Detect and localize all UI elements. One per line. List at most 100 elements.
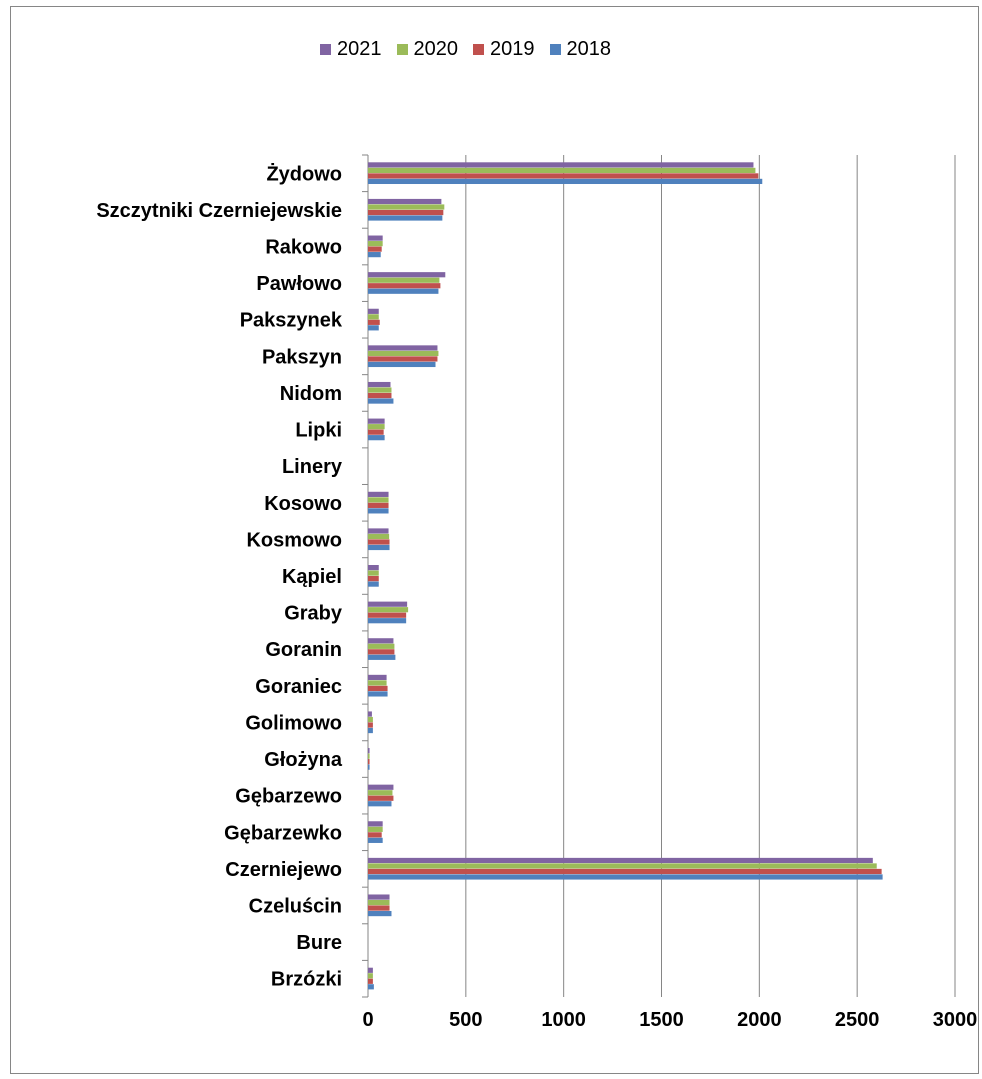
legend-swatch xyxy=(396,43,408,55)
bar-2021 xyxy=(368,967,373,973)
bar-2019 xyxy=(368,539,390,545)
bar-2019 xyxy=(368,173,759,179)
bar-2021 xyxy=(368,711,372,717)
category-label: Kosowo xyxy=(264,493,342,515)
category-label: Graby xyxy=(284,603,343,625)
bar-2020 xyxy=(368,167,756,174)
bar-2021 xyxy=(368,235,383,241)
bar-2021 xyxy=(368,565,379,571)
category-label: Pawłowo xyxy=(256,273,342,295)
legend-swatch xyxy=(320,43,331,55)
category-label: Bure xyxy=(296,932,342,954)
bar-2018 xyxy=(368,581,379,587)
category-label: Linery xyxy=(282,456,343,478)
bar-2020 xyxy=(368,826,383,832)
category-label: Pakszynek xyxy=(240,310,343,332)
bar-2018 xyxy=(368,361,436,368)
legend-swatch xyxy=(473,43,484,55)
legend-swatch xyxy=(549,43,561,55)
bar-2021 xyxy=(368,638,394,644)
bar-2018 xyxy=(368,874,883,880)
bar-2018 xyxy=(368,288,439,294)
legend-item: 2021 xyxy=(320,38,382,61)
legend-item: 2020 xyxy=(396,37,459,61)
bar-2018 xyxy=(368,618,407,624)
bar-2019 xyxy=(368,722,373,728)
bar-2018 xyxy=(368,215,443,221)
legend-label: 2018 xyxy=(566,37,612,60)
bar-2019 xyxy=(368,795,394,801)
bar-2021 xyxy=(368,418,385,424)
bar-2020 xyxy=(368,863,877,869)
category-label: Nidom xyxy=(280,383,342,405)
bar-2021 xyxy=(368,308,379,314)
bar-2018 xyxy=(368,508,389,514)
category-label: Głożyna xyxy=(264,749,343,771)
bar-2019 xyxy=(368,576,379,582)
bar-2019 xyxy=(368,868,882,875)
category-label: Lipki xyxy=(295,420,342,442)
category-label: Kąpiel xyxy=(282,566,342,588)
bar-2019 xyxy=(368,759,370,765)
category-label: Goraniec xyxy=(255,676,342,698)
bar-2021 xyxy=(368,857,873,864)
chart-frame xyxy=(10,6,979,1074)
bar-2021 xyxy=(368,345,438,351)
category-label: Czeluścin xyxy=(249,895,342,917)
x-tick-label: 1500 xyxy=(639,1009,684,1031)
bar-2020 xyxy=(368,387,392,393)
category-label: Kosmowo xyxy=(246,529,342,551)
bar-2019 xyxy=(368,502,389,508)
bar-2018 xyxy=(368,252,381,258)
bar-2021 xyxy=(368,528,389,534)
bar-2018 xyxy=(368,801,392,807)
bar-2018 xyxy=(368,544,390,551)
bar-2018 xyxy=(368,727,373,734)
bar-2019 xyxy=(368,612,407,618)
bar-2019 xyxy=(368,649,395,655)
bar-2019 xyxy=(368,356,438,362)
legend-label: 2020 xyxy=(413,37,459,60)
category-label: Golimowo xyxy=(245,712,342,734)
bar-2021 xyxy=(368,784,394,790)
bar-2019 xyxy=(368,905,390,911)
bar-2021 xyxy=(368,162,754,168)
bar-2021 xyxy=(368,491,389,497)
bar-2019 xyxy=(368,832,382,838)
bar-2018 xyxy=(368,398,394,404)
bar-2019 xyxy=(368,685,388,692)
bar-2020 xyxy=(368,350,439,357)
x-tick-label: 3000 xyxy=(933,1009,978,1031)
legend-item: 2019 xyxy=(473,38,535,61)
bar-2021 xyxy=(368,198,442,205)
legend-label: 2019 xyxy=(490,37,535,60)
category-label: Żydowo xyxy=(266,162,342,185)
bar-2021 xyxy=(368,821,383,827)
bar-2019 xyxy=(368,283,441,289)
bar-2020 xyxy=(368,607,409,613)
bar-2019 xyxy=(368,319,380,325)
category-label: Szczytniki Czerniejewskie xyxy=(96,200,342,222)
bar-2020 xyxy=(368,277,440,283)
bar-2021 xyxy=(368,272,446,278)
bar-2018 xyxy=(368,837,383,843)
x-tick-label: 2000 xyxy=(737,1009,782,1031)
bar-2020 xyxy=(368,790,393,796)
bar-2021 xyxy=(368,748,370,754)
bar-2019 xyxy=(368,978,373,984)
bar-2020 xyxy=(368,973,373,979)
bar-2020 xyxy=(368,570,379,576)
category-label: Goranin xyxy=(265,639,342,661)
bar-2019 xyxy=(368,429,384,435)
bar-2020 xyxy=(368,204,445,210)
x-tick-label: 2500 xyxy=(835,1009,880,1031)
bar-2020 xyxy=(368,716,373,723)
bar-2020 xyxy=(368,680,387,686)
category-label: Gębarzewko xyxy=(224,822,342,844)
bar-2021 xyxy=(368,601,408,607)
category-label: Rakowo xyxy=(265,237,342,259)
bar-2018 xyxy=(368,691,388,697)
bar-2020 xyxy=(368,314,379,320)
legend: 2021 2020 2019 2018 xyxy=(320,37,611,61)
